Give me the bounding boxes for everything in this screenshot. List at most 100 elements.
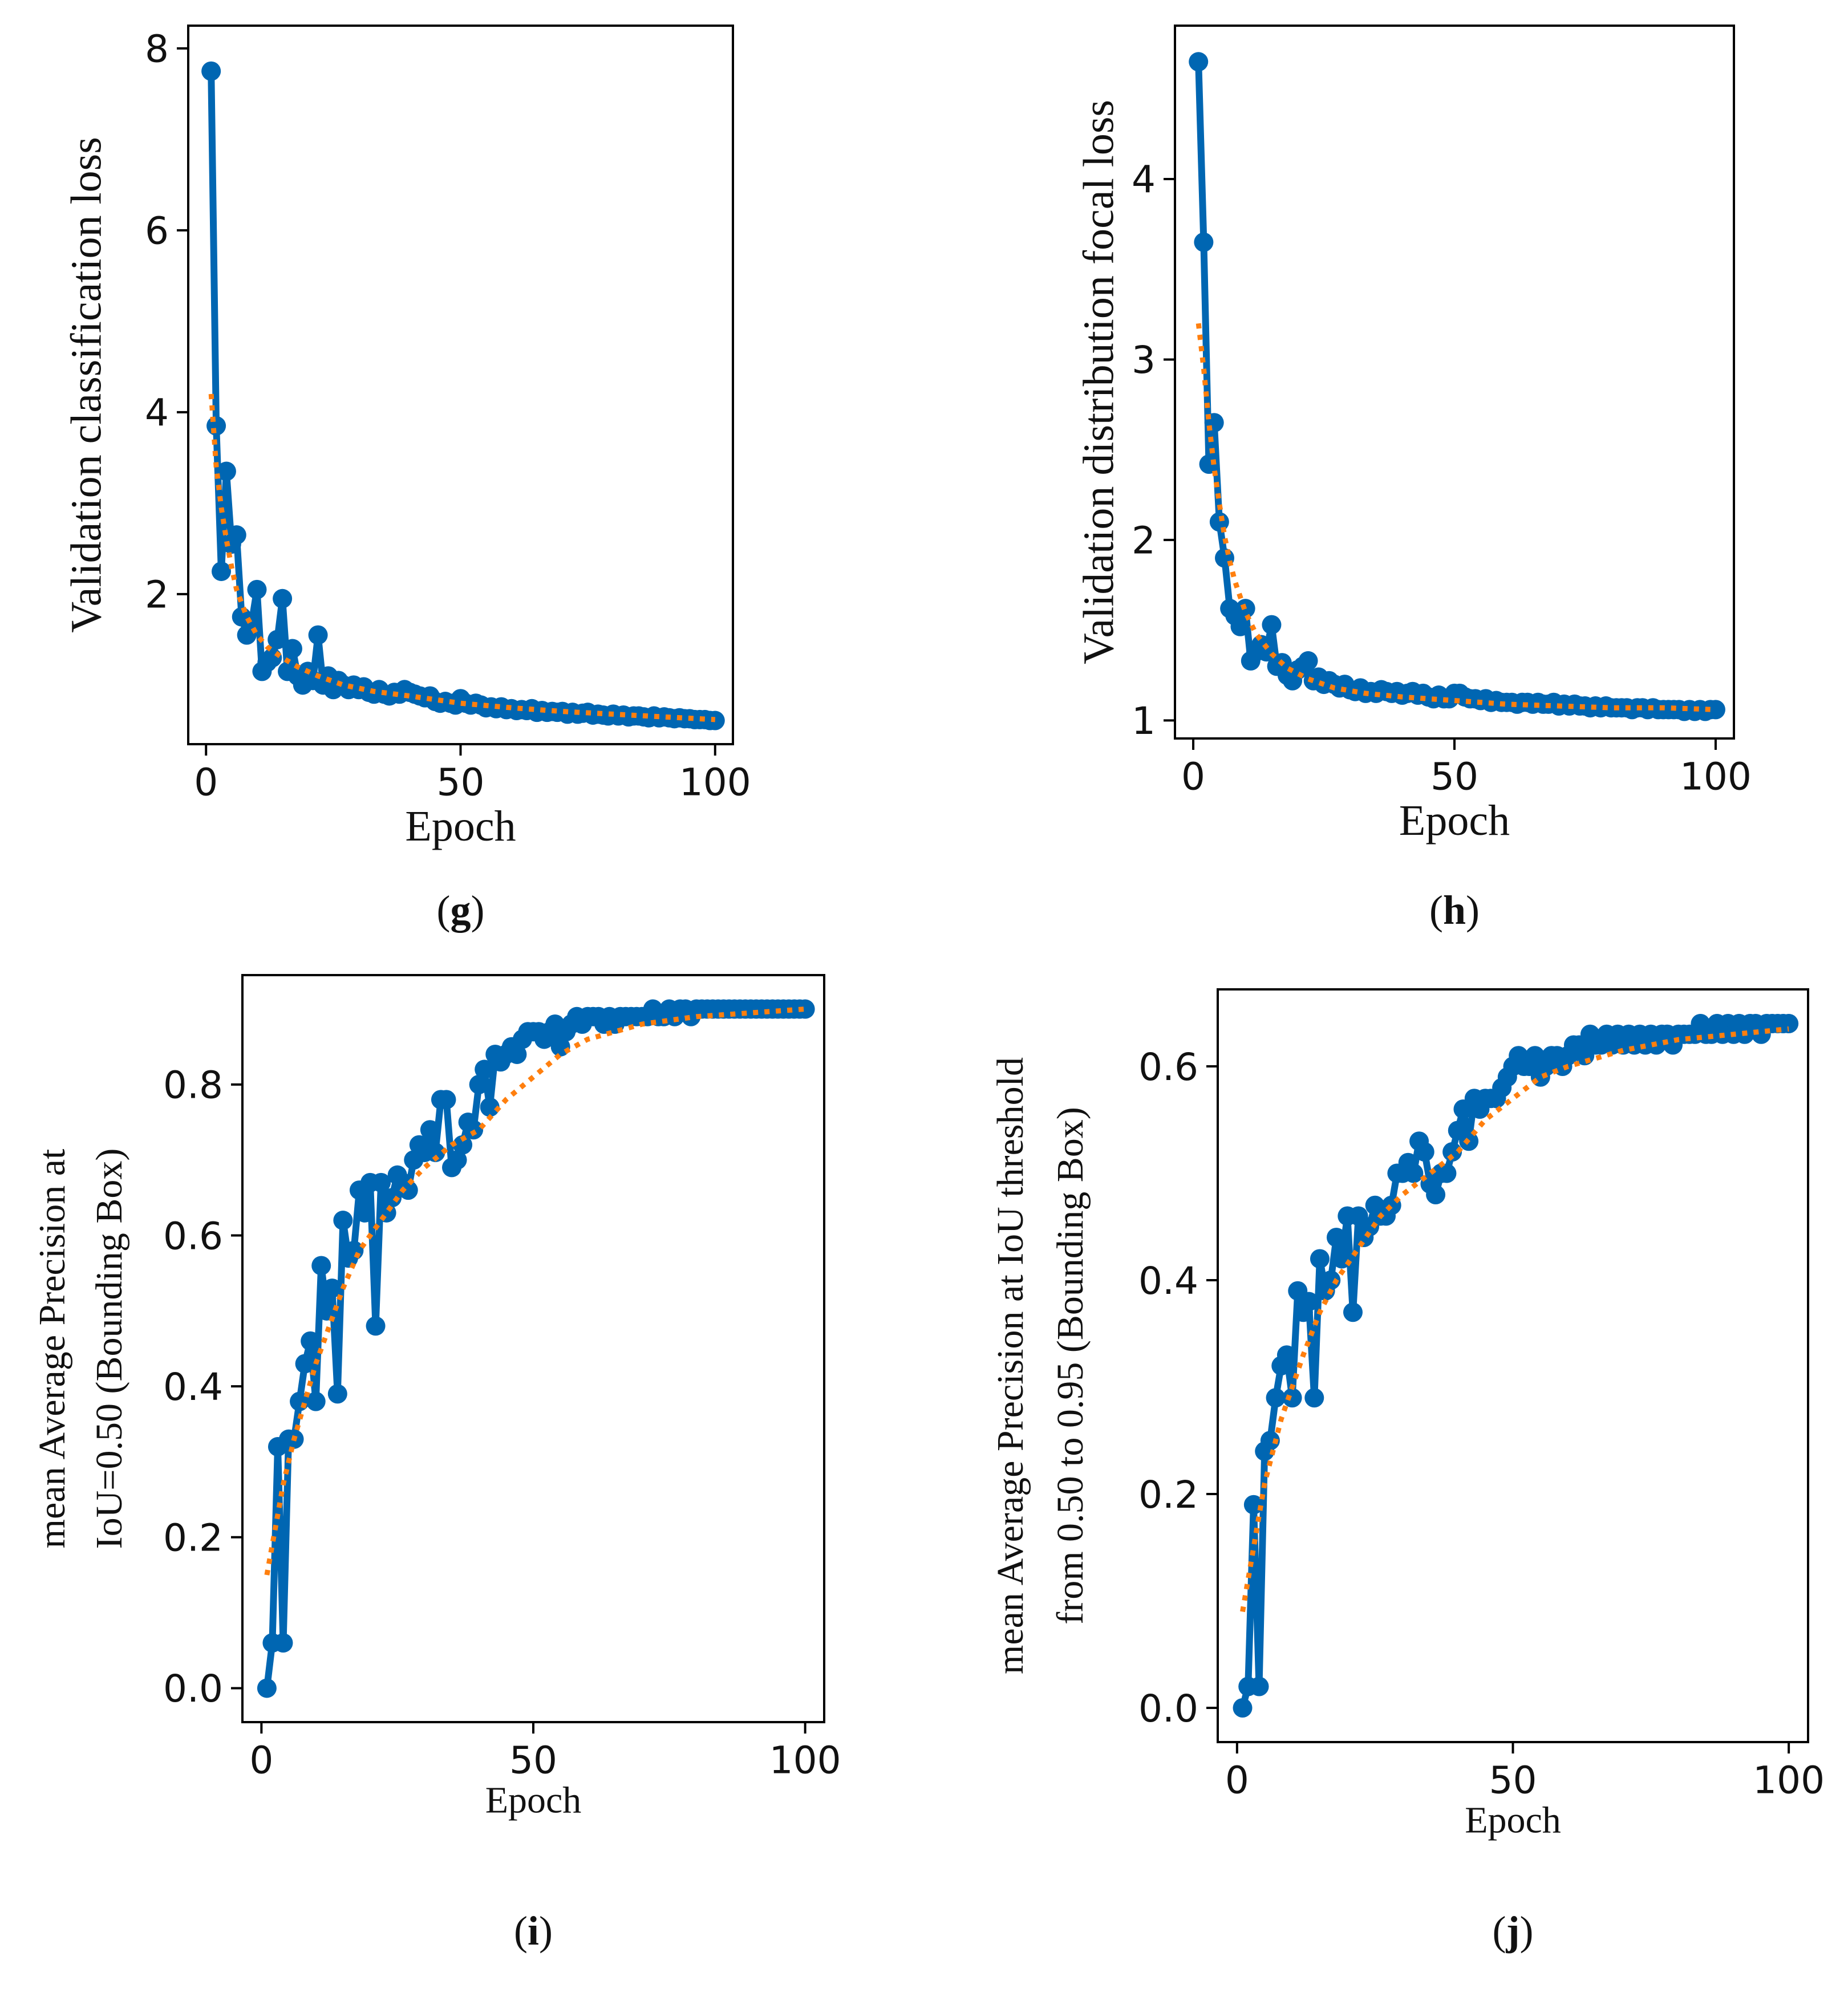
series-line-mAP50 <box>263 1005 805 1689</box>
chart-j: 0 50 100 0.0 0.2 0.4 0.6 Epoch mean Average Prec… <box>990 988 1825 1954</box>
data-point <box>398 1180 418 1200</box>
data-point <box>317 1301 337 1321</box>
data-point <box>216 461 236 481</box>
x-tick-label: 100 <box>1753 1758 1825 1802</box>
data-point <box>1415 1142 1434 1162</box>
x-tick-label: 50 <box>1430 754 1478 798</box>
x-tick-label: 50 <box>1489 1758 1537 1802</box>
data-point <box>705 711 725 730</box>
y-tick-label: 0.6 <box>163 1214 223 1258</box>
x-tick-label: 0 <box>249 1738 273 1782</box>
data-point <box>322 1278 342 1298</box>
data-point <box>1260 1431 1280 1451</box>
data-point <box>371 1172 391 1192</box>
chart-g: 0 50 100 2 4 6 8 Epoch Validation classification… <box>63 25 751 933</box>
x-axis-label: Epoch <box>1465 1800 1561 1841</box>
y-tick-label: 4 <box>145 391 169 435</box>
trend-line <box>208 393 716 722</box>
data-point <box>306 1391 326 1411</box>
y-axis-label: Validation classification loss <box>63 137 111 633</box>
data-point <box>282 639 302 659</box>
y-axis-label: IoU=0.50 (Bounding Box) <box>88 1148 130 1549</box>
panel-label: (g) <box>437 887 485 933</box>
y-axis-label: mean Average Precision at IoU threshold <box>990 1057 1031 1674</box>
trend-line <box>1240 1026 1789 1613</box>
panel-label: (i) <box>514 1908 553 1954</box>
data-point <box>301 1331 321 1351</box>
y-axis-label: mean Average Precision at <box>31 1149 73 1549</box>
data-point <box>1779 1014 1799 1033</box>
data-point <box>262 648 282 668</box>
x-tick-label: 100 <box>679 760 751 804</box>
data-point <box>344 1240 364 1260</box>
plot-frame <box>1174 25 1735 740</box>
y-tick-label: 8 <box>145 27 169 71</box>
y-tick-label: 4 <box>1132 158 1156 202</box>
data-point <box>1194 232 1214 252</box>
data-point <box>1276 1345 1296 1365</box>
x-tick-label: 0 <box>1181 754 1205 798</box>
series-line-validation <box>208 71 715 724</box>
data-point <box>333 1211 353 1231</box>
data-point <box>447 1150 467 1170</box>
data-point <box>212 561 232 581</box>
x-tick-label: 100 <box>769 1738 841 1782</box>
data-point <box>1230 616 1250 636</box>
y-tick-label: 0.2 <box>163 1516 223 1560</box>
y-tick-label: 0.4 <box>163 1365 223 1409</box>
data-point <box>425 1142 445 1162</box>
series-line-mAP50-95 <box>1239 1020 1789 1709</box>
data-point <box>469 1074 489 1094</box>
data-point <box>273 1633 293 1653</box>
data-point <box>453 1135 473 1155</box>
data-point <box>257 1678 277 1698</box>
data-point <box>1266 1388 1286 1408</box>
x-tick-label: 100 <box>1680 754 1752 798</box>
data-point <box>1404 1163 1424 1183</box>
y-tick-label: 2 <box>145 573 169 617</box>
data-point <box>247 579 267 599</box>
data-point <box>226 525 246 545</box>
y-tick-label: 0.8 <box>163 1063 223 1107</box>
data-point <box>1209 512 1229 532</box>
data-point <box>475 1060 495 1079</box>
data-point <box>1304 1388 1324 1408</box>
data-point <box>436 1090 456 1110</box>
data-point <box>507 1044 527 1064</box>
x-tick-label: 0 <box>1225 1758 1249 1802</box>
data-point <box>1262 615 1282 635</box>
data-point <box>480 1097 500 1117</box>
x-tick-label: 50 <box>437 760 485 804</box>
plot-frame <box>241 974 825 1723</box>
data-point <box>1321 1270 1341 1290</box>
y-tick-label: 0.2 <box>1138 1473 1198 1517</box>
data-point <box>201 61 221 81</box>
trend-line <box>264 1006 805 1576</box>
y-axis-label: from 0.50 to 0.95 (Bounding Box) <box>1049 1107 1091 1624</box>
y-tick-label: 0.0 <box>1138 1687 1198 1731</box>
data-point <box>1282 1388 1302 1408</box>
data-point <box>1437 1163 1457 1183</box>
y-tick-label: 0.6 <box>1138 1045 1198 1089</box>
trend-line <box>1195 323 1716 712</box>
data-point <box>1326 1228 1346 1247</box>
x-axis-label: Epoch <box>405 802 516 850</box>
data-point <box>366 1316 386 1336</box>
panel-label: (j) <box>1493 1908 1534 1954</box>
x-axis-label: Epoch <box>1399 797 1510 845</box>
data-point <box>1249 1677 1269 1696</box>
panel-label: (h) <box>1429 887 1480 933</box>
data-point <box>1189 52 1209 72</box>
y-tick-label: 1 <box>1132 699 1156 743</box>
data-point <box>268 630 287 650</box>
data-point <box>1310 1249 1330 1269</box>
x-axis-label: Epoch <box>485 1780 582 1821</box>
y-tick-label: 3 <box>1132 338 1156 382</box>
data-point <box>1343 1302 1363 1322</box>
data-point <box>1426 1185 1446 1204</box>
data-point <box>1298 651 1318 671</box>
y-tick-label: 2 <box>1132 519 1156 563</box>
data-point <box>1233 1698 1253 1718</box>
data-point <box>464 1120 484 1140</box>
